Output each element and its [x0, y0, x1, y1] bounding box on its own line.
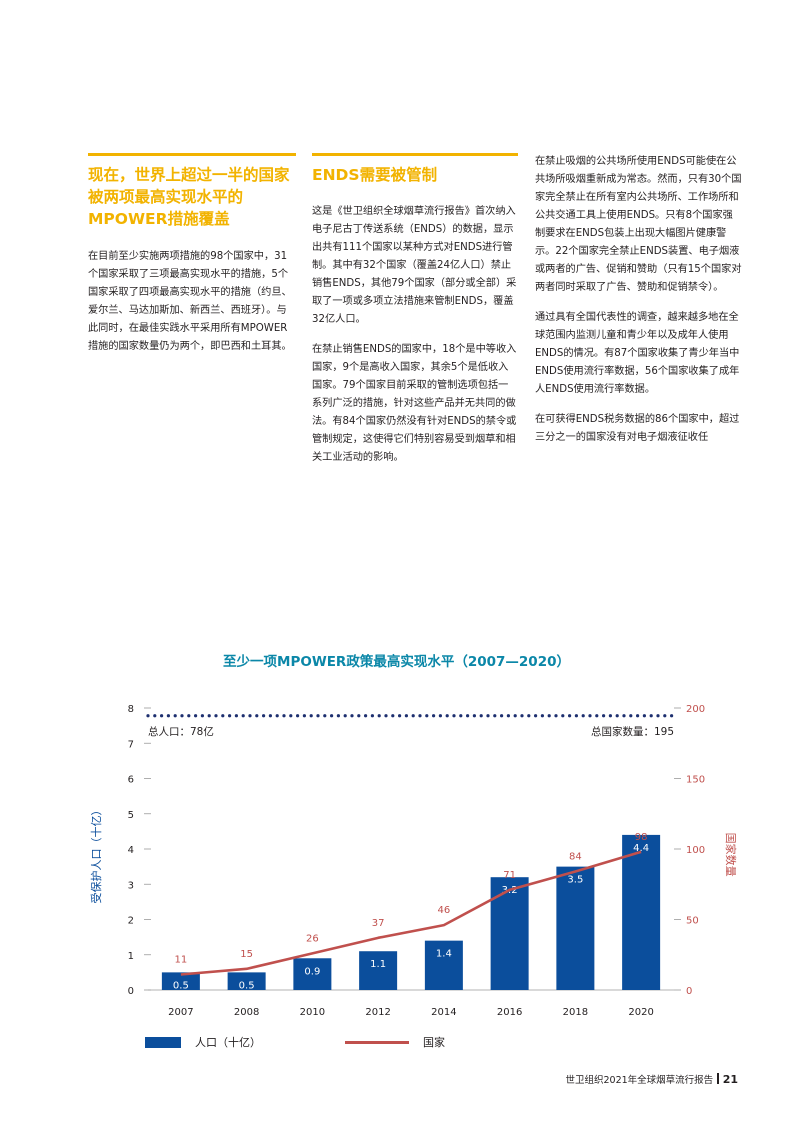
- footer-report-title: 世卫组织2021年全球烟草流行报告: [565, 1075, 714, 1086]
- bar-value-label: 0.5: [173, 980, 189, 991]
- x-tick-label: 2020: [628, 1007, 653, 1018]
- line-value-label: 84: [569, 852, 582, 863]
- section-rule: [88, 153, 296, 156]
- section-rule: [312, 153, 518, 156]
- countries-line: [180, 850, 642, 976]
- legend-bar: 人口（十亿）: [145, 1034, 261, 1050]
- reference-left-label: 总人口：78亿: [148, 725, 214, 738]
- bar-value-label: 1.4: [436, 949, 452, 960]
- body-paragraph: 这是《世卫组织全球烟草流行报告》首次纳入电子尼古丁传送系统（ENDS）的数据，显…: [312, 206, 517, 325]
- legend-line-label: 国家: [423, 1036, 445, 1049]
- y2-tick-label: 150: [686, 775, 705, 786]
- bar-value-label: 3.5: [567, 875, 583, 886]
- y2-tick-label: 0: [686, 986, 692, 997]
- body-paragraph: 通过具有全国代表性的调查，越来越多地在全球范围内监测儿童和青少年以及成年人使用E…: [535, 312, 740, 395]
- line-value-label: 37: [372, 918, 385, 929]
- x-tick-label: 2018: [563, 1007, 588, 1018]
- y-tick-label: 6: [128, 775, 134, 786]
- y-tick-label: 5: [128, 810, 134, 821]
- body-paragraph: 在禁止销售ENDS的国家中，18个是中等收入国家，9个是高收入国家，其余5个是低…: [312, 344, 517, 463]
- bar: [556, 866, 595, 990]
- section-headline: ENDS需要被管制: [312, 166, 438, 184]
- legend-bar-swatch: [145, 1036, 181, 1048]
- bar-value-label: 4.4: [633, 843, 649, 854]
- section-headline: 现在，世界上超过一半的国家被两项最高实现水平的MPOWER措施覆盖: [88, 166, 290, 228]
- legend-line-swatch: [345, 1040, 409, 1044]
- x-tick-label: 2008: [234, 1007, 259, 1018]
- y-tick-label: 1: [128, 951, 134, 962]
- y2-axis-title: 国家数量: [724, 833, 738, 877]
- bar-value-label: 0.9: [304, 966, 320, 977]
- body-paragraph: 在禁止吸烟的公共场所使用ENDS可能使在公共场所吸烟重新成为常态。然而，只有30…: [535, 156, 742, 293]
- y-tick-label: 4: [128, 845, 134, 856]
- body-paragraph: 在目前至少实施两项措施的98个国家中，31个国家采取了三项最高实现水平的措施，5…: [88, 251, 292, 352]
- reference-right-label: 总国家数量：195: [591, 725, 674, 738]
- legend-bar-label: 人口（十亿）: [195, 1036, 261, 1049]
- line-value-label: 15: [240, 949, 253, 960]
- x-tick-label: 2010: [300, 1007, 325, 1018]
- y-tick-label: 2: [128, 916, 134, 927]
- footer-divider: [717, 1073, 719, 1084]
- y-axis-title: 受保护人口（十亿）: [89, 805, 103, 904]
- bar-value-label: 1.1: [370, 959, 386, 970]
- bar: [293, 958, 332, 990]
- line-value-label: 71: [503, 870, 516, 881]
- y2-tick-label: 200: [686, 704, 705, 715]
- x-tick-label: 2007: [168, 1007, 193, 1018]
- y-tick-label: 3: [128, 880, 134, 891]
- legend-line: 国家: [345, 1034, 445, 1050]
- x-tick-label: 2016: [497, 1007, 522, 1018]
- chart-title: 至少一项MPOWER政策最高实现水平（2007—2020）: [223, 654, 570, 670]
- section-mpower-coverage: 现在，世界上超过一半的国家被两项最高实现水平的MPOWER措施覆盖 在目前至少实…: [88, 153, 296, 368]
- line-value-label: 46: [438, 905, 451, 916]
- bar: [359, 951, 398, 990]
- body-paragraph: 在可获得ENDS税务数据的86个国家中，超过三分之一的国家没有对电子烟液征收任: [535, 414, 740, 443]
- y-tick-label: 0: [128, 986, 134, 997]
- mpower-chart: 0 1 2 3 4 5 6 7 8 0 50 100 150 200 总人口：78亿 总国家数量：195 0.5…: [89, 704, 738, 1018]
- bar-value-label: 0.5: [239, 980, 255, 991]
- y2-tick-label: 100: [686, 845, 705, 856]
- section-ends-continued: 在禁止吸烟的公共场所使用ENDS可能使在公共场所吸烟重新成为常态。然而，只有30…: [535, 153, 742, 459]
- bar: [227, 972, 266, 990]
- page-footer: 世卫组织2021年全球烟草流行报告 21: [565, 1072, 738, 1086]
- section-ends-regulation: ENDS需要被管制 这是《世卫组织全球烟草流行报告》首次纳入电子尼古丁传送系统（…: [312, 153, 518, 479]
- line-value-label: 26: [306, 933, 319, 944]
- y-tick-label: 8: [128, 704, 134, 715]
- y-tick-label: 7: [128, 739, 134, 750]
- bar: [424, 940, 463, 990]
- line-value-label: 98: [635, 832, 648, 843]
- page-number: 21: [722, 1073, 738, 1086]
- x-tick-label: 2012: [365, 1007, 390, 1018]
- line-value-label: 11: [175, 954, 188, 965]
- bar: [161, 972, 200, 990]
- x-tick-label: 2014: [431, 1007, 456, 1018]
- bar: [622, 834, 661, 990]
- y2-tick-label: 50: [686, 916, 699, 927]
